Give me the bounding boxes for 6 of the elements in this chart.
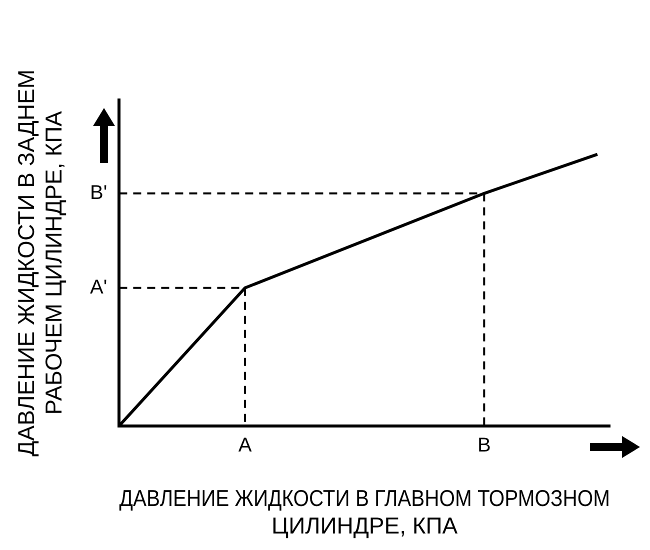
x-axis-title: ДАВЛЕНИЕ ЖИДКОСТИ В ГЛАВНОМ ТОРМОЗНОМ ЦИЛИНДРЕ, КПА bbox=[119, 484, 610, 539]
x-tick-label: A bbox=[238, 434, 252, 456]
y-axis-title: ДАВЛЕНИЕ ЖИДКОСТИ В ЗАДНЕМ РАБОЧЕМ ЦИЛИНДРЕ, КПА bbox=[13, 69, 67, 456]
x-tick-label: B bbox=[477, 434, 491, 456]
series-label: B' bbox=[90, 182, 108, 204]
series-label: A' bbox=[90, 276, 108, 298]
